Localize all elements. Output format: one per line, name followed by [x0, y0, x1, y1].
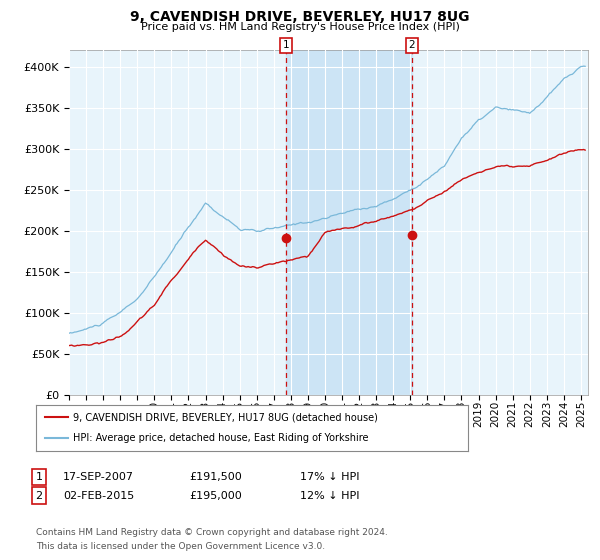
Text: Contains HM Land Registry data © Crown copyright and database right 2024.: Contains HM Land Registry data © Crown c…: [36, 528, 388, 536]
Text: Price paid vs. HM Land Registry's House Price Index (HPI): Price paid vs. HM Land Registry's House …: [140, 22, 460, 32]
Text: 2: 2: [409, 40, 415, 50]
Text: 2: 2: [35, 491, 43, 501]
Text: £191,500: £191,500: [189, 472, 242, 482]
Bar: [286, 50, 412, 395]
Text: 17-SEP-2007: 17-SEP-2007: [63, 472, 134, 482]
Text: 9, CAVENDISH DRIVE, BEVERLEY, HU17 8UG: 9, CAVENDISH DRIVE, BEVERLEY, HU17 8UG: [130, 10, 470, 24]
Text: 12% ↓ HPI: 12% ↓ HPI: [300, 491, 359, 501]
Text: 1: 1: [35, 472, 43, 482]
Text: £195,000: £195,000: [189, 491, 242, 501]
Text: 02-FEB-2015: 02-FEB-2015: [63, 491, 134, 501]
Text: This data is licensed under the Open Government Licence v3.0.: This data is licensed under the Open Gov…: [36, 542, 325, 550]
Text: 17% ↓ HPI: 17% ↓ HPI: [300, 472, 359, 482]
Text: 9, CAVENDISH DRIVE, BEVERLEY, HU17 8UG (detached house): 9, CAVENDISH DRIVE, BEVERLEY, HU17 8UG (…: [73, 412, 377, 422]
Text: 1: 1: [283, 40, 289, 50]
Text: HPI: Average price, detached house, East Riding of Yorkshire: HPI: Average price, detached house, East…: [73, 433, 368, 444]
